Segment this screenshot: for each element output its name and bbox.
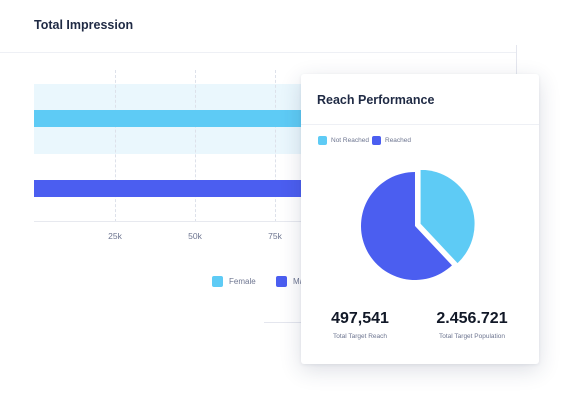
legend-female[interactable]: Female xyxy=(212,276,256,287)
legend-swatch-male xyxy=(276,276,287,287)
total-target-reach-value: 497,541 xyxy=(331,310,389,327)
card-edge xyxy=(516,45,517,75)
tick-label: 50k xyxy=(188,231,202,241)
pie-slice-not-reached[interactable] xyxy=(420,170,475,264)
legend-swatch-not-reached xyxy=(318,136,327,145)
gridline-50k xyxy=(195,70,196,222)
card-divider xyxy=(0,52,517,53)
impression-bar-chart xyxy=(34,70,304,222)
legend-swatch-reached xyxy=(372,136,381,145)
legend-label-not-reached: Not Reached xyxy=(331,137,369,144)
reach-performance-card: Reach Performance Not Reached Reached 49… xyxy=(301,74,539,364)
tick-label: 75k xyxy=(268,231,282,241)
total-target-reach-label: Total Target Reach xyxy=(332,333,388,340)
female-bar[interactable] xyxy=(34,110,304,127)
legend-reached[interactable]: Reached xyxy=(372,136,411,145)
gridline-25k xyxy=(115,70,116,222)
reach-pie-chart xyxy=(361,170,475,280)
legend-swatch-female xyxy=(212,276,223,287)
pie-slice-reached[interactable] xyxy=(361,172,452,280)
gridline-75k xyxy=(275,70,276,222)
card-edge xyxy=(264,322,304,323)
total-impression-title: Total Impression xyxy=(34,18,134,32)
reach-performance-title: Reach Performance xyxy=(317,93,435,107)
x-axis-line xyxy=(34,221,304,222)
legend-label-reached: Reached xyxy=(385,137,412,144)
card-divider xyxy=(301,124,539,125)
total-target-population-value: 2.456.721 xyxy=(436,310,508,327)
total-target-population-label: Total Target Population xyxy=(438,333,506,340)
male-bar[interactable] xyxy=(34,180,304,197)
legend-not-reached[interactable]: Not Reached xyxy=(318,136,369,145)
legend-label-female: Female xyxy=(229,277,256,286)
tick-label: 25k xyxy=(108,231,122,241)
